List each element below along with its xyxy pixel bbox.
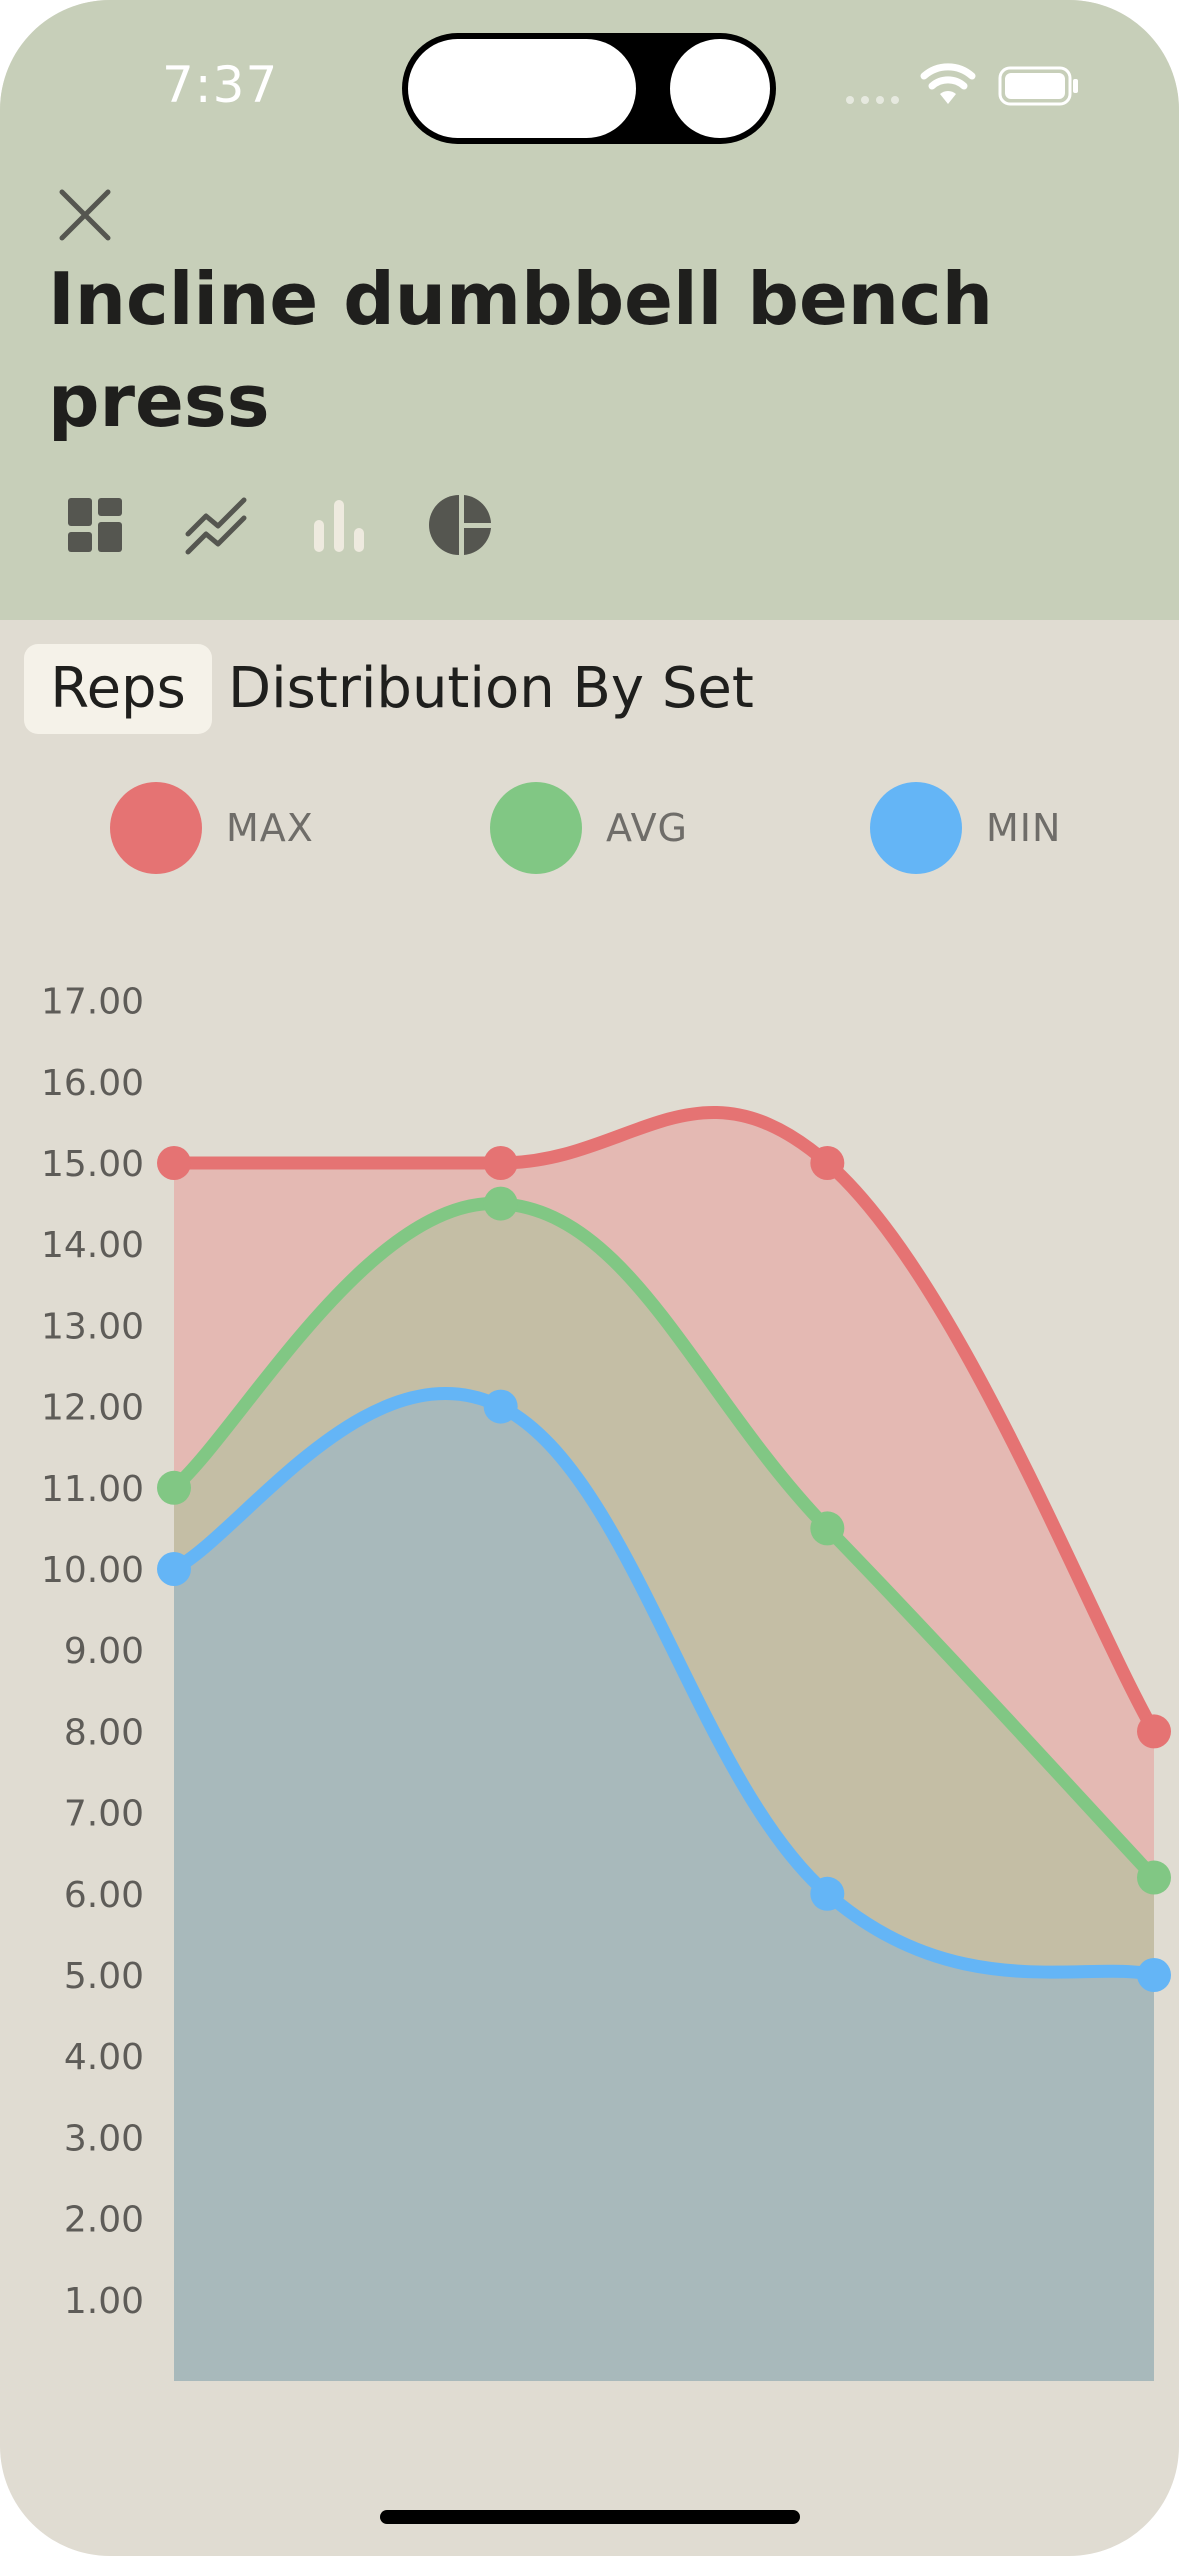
line-chart-view-button[interactable] xyxy=(182,490,252,560)
signal-icon xyxy=(846,96,899,104)
y-tick-label: 13.00 xyxy=(41,1306,144,1347)
y-tick-label: 5.00 xyxy=(64,1956,144,1997)
y-tick-label: 14.00 xyxy=(41,1225,144,1266)
bar-chart-view-button[interactable] xyxy=(304,490,374,560)
y-tick-label: 10.00 xyxy=(41,1550,144,1591)
exercise-title: Incline dumbbell bench press xyxy=(48,257,993,443)
pie-chart-icon xyxy=(429,495,491,555)
legend-max-label: MAX xyxy=(226,806,314,850)
dynamic-island-pill xyxy=(408,39,636,138)
area-fill-min xyxy=(174,1393,1154,2381)
line-chart-icon xyxy=(185,497,247,555)
data-point-avg[interactable] xyxy=(157,1470,191,1505)
wifi-icon xyxy=(920,63,976,104)
header: 7:37 xyxy=(0,0,1179,620)
pie-chart-view-button[interactable] xyxy=(426,490,496,560)
legend-avg-swatch xyxy=(490,782,582,874)
battery-icon xyxy=(998,66,1078,106)
legend-avg-label: AVG xyxy=(606,806,689,850)
status-icons xyxy=(845,64,1085,114)
data-point-max[interactable] xyxy=(1137,1714,1171,1749)
y-tick-label: 11.00 xyxy=(41,1469,144,1510)
y-tick-label: 7.00 xyxy=(64,1794,144,1835)
y-tick-label: 1.00 xyxy=(64,2281,144,2322)
data-point-avg[interactable] xyxy=(1137,1860,1171,1895)
dashboard-icon xyxy=(68,498,122,552)
y-tick-label: 15.00 xyxy=(41,1144,144,1185)
y-tick-label: 17.00 xyxy=(41,982,144,1023)
y-tick-label: 2.00 xyxy=(64,2200,144,2241)
series-line-max xyxy=(167,1105,1161,1738)
series-line-avg xyxy=(167,1197,1161,1885)
dynamic-island xyxy=(402,33,776,144)
home-indicator[interactable] xyxy=(380,2510,800,2524)
tab-reps[interactable]: Reps xyxy=(24,644,212,734)
data-point-avg[interactable] xyxy=(483,1186,518,1221)
data-point-max[interactable] xyxy=(483,1146,518,1180)
y-tick-label: 16.00 xyxy=(41,1063,144,1104)
y-tick-label: 3.00 xyxy=(64,2118,144,2159)
close-icon xyxy=(59,189,111,241)
data-point-avg[interactable] xyxy=(810,1511,845,1546)
legend-max-swatch xyxy=(110,782,202,874)
bar-chart-icon xyxy=(314,500,364,552)
data-point-max[interactable] xyxy=(810,1146,845,1180)
legend-min-swatch xyxy=(870,782,962,874)
dashboard-view-button[interactable] xyxy=(60,490,130,560)
y-tick-label: 8.00 xyxy=(64,1712,144,1753)
dynamic-island-dot xyxy=(670,39,770,138)
series-line-min xyxy=(167,1386,1161,1982)
y-tick-label: 4.00 xyxy=(64,2037,144,2078)
data-point-min[interactable] xyxy=(810,1876,845,1911)
data-point-min[interactable] xyxy=(483,1389,518,1424)
tab-distribution-by-set[interactable]: Distribution By Set xyxy=(228,656,754,721)
data-point-max[interactable] xyxy=(157,1146,191,1180)
y-tick-label: 9.00 xyxy=(64,1631,144,1672)
data-point-min[interactable] xyxy=(1137,1958,1171,1992)
reps-distribution-chart: 1.00 2.00 3.00 4.00 5.00 6.00 7.00 8.00 9.00 10.0… xyxy=(41,982,1171,2381)
close-button[interactable] xyxy=(50,180,120,250)
y-tick-label: 6.00 xyxy=(64,1875,144,1916)
y-tick-label: 12.00 xyxy=(41,1388,144,1429)
status-time: 7:37 xyxy=(162,56,279,114)
data-point-min[interactable] xyxy=(157,1552,191,1586)
legend-min-label: MIN xyxy=(986,806,1062,850)
